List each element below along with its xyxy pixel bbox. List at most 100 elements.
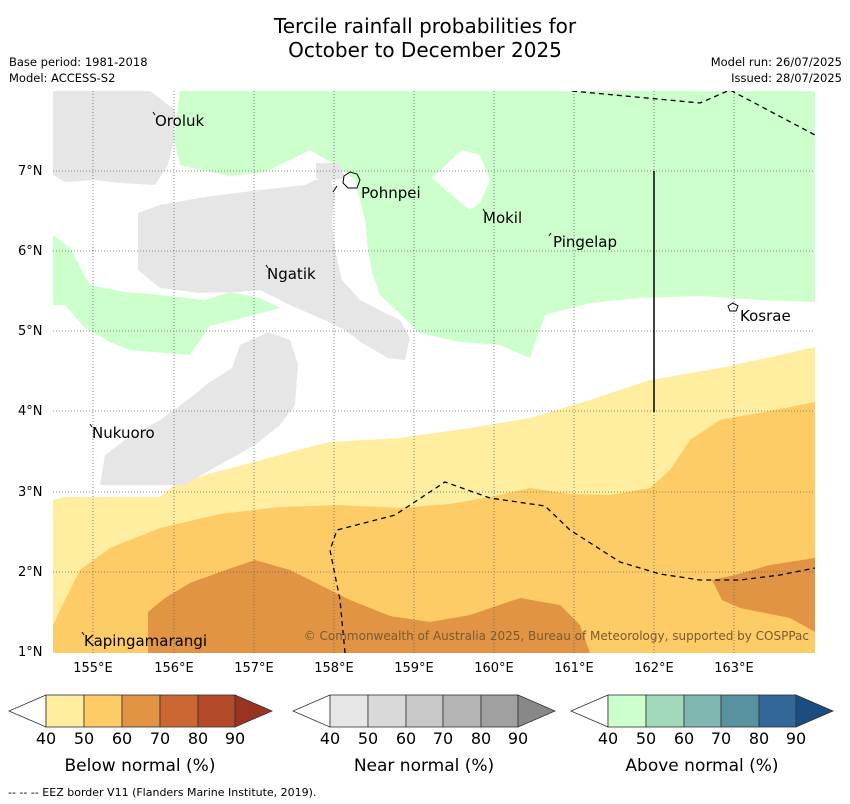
above-tick-90: 90 [785, 729, 807, 748]
below-tick-60: 60 [111, 729, 133, 748]
x-tick-159e: 159°E [394, 661, 434, 676]
label-nukuoro: Nukuoro [92, 424, 155, 442]
x-tick-162e: 162°E [634, 661, 674, 676]
colorbar-above [569, 694, 835, 728]
region-below-60-east [712, 558, 815, 632]
colorbar-below-title: Below normal (%) [64, 756, 216, 776]
below-tick-50: 50 [73, 729, 95, 748]
region-above-west [53, 235, 280, 355]
colorbar-near-seg-4 [480, 694, 519, 728]
label-pingelap: Pingelap [553, 233, 617, 251]
colorbar-above-seg-4 [758, 694, 797, 728]
label-ngatik: Ngatik [267, 265, 316, 283]
colorbar-below-seg-0 [45, 694, 85, 728]
x-tick-163e: 163°E [714, 661, 754, 676]
colorbar-below [7, 694, 274, 728]
label-oroluk: Oroluk [155, 112, 204, 130]
label-kapingamarangi: Kapingamarangi [84, 632, 207, 650]
mokil-marker [482, 208, 486, 213]
eez-border-north [571, 91, 815, 136]
label-mokil: Mokil [483, 209, 522, 227]
colorbars [7, 694, 835, 728]
region-gap-mokil [432, 150, 490, 210]
base-period: Base period: 1981-2018 [9, 55, 148, 69]
copyright-notice: © Commonwealth of Australia 2025, Bureau… [304, 629, 809, 643]
model-name: Model: ACCESS-S2 [9, 71, 116, 85]
below-tick-80: 80 [187, 729, 209, 748]
issued-date: Issued: 28/07/2025 [731, 71, 842, 85]
colorbar-near-seg-1 [367, 694, 407, 728]
x-tick-157e: 157°E [234, 661, 274, 676]
colorbar-near-low-arrow [291, 694, 331, 728]
near-tick-90: 90 [507, 729, 529, 748]
map-title: Tercile rainfall probabilities for Octob… [0, 14, 850, 62]
near-tick-80: 80 [470, 729, 492, 748]
near-tick-60: 60 [395, 729, 417, 748]
probability-map: Oroluk Pohnpei Mokil Pingelap Ngatik Kos… [53, 91, 815, 653]
pohnpei-island-icon [342, 171, 361, 189]
colorbar-below-low-arrow [7, 694, 47, 728]
above-tick-60: 60 [673, 729, 695, 748]
oroluk-marker [152, 111, 156, 116]
x-tick-161e: 161°E [554, 661, 594, 676]
colorbar-near [291, 694, 557, 728]
colorbar-below-seg-1 [83, 694, 123, 728]
below-tick-90: 90 [224, 729, 246, 748]
model-run: Model run: 26/07/2025 [710, 55, 842, 69]
meta-left: Base period: 1981-2018 Model: ACCESS-S2 [9, 54, 148, 86]
title-line-1: Tercile rainfall probabilities for [273, 14, 577, 38]
above-tick-80: 80 [748, 729, 770, 748]
y-tick-2n: 2°N [18, 565, 43, 580]
x-tick-155e: 155°E [73, 661, 113, 676]
ngatik-marker [265, 264, 269, 269]
colorbar-above-seg-1 [645, 694, 685, 728]
kosrae-island-icon [727, 302, 739, 312]
y-tick-7n: 7°N [18, 164, 43, 179]
region-near-pohnpei-nub [316, 163, 345, 182]
label-pohnpei: Pohnpei [361, 184, 421, 202]
x-tick-156e: 156°E [154, 661, 194, 676]
pohnpei-marker [332, 185, 338, 193]
y-tick-3n: 3°N [18, 485, 43, 500]
region-near-centre [138, 178, 410, 360]
region-below-60-west [148, 560, 590, 653]
pingelap-marker [548, 232, 552, 237]
colorbar-below-seg-4 [197, 694, 236, 728]
near-tick-40: 40 [319, 729, 341, 748]
gridlines [53, 91, 815, 653]
label-kosrae: Kosrae [740, 307, 791, 325]
near-tick-70: 70 [432, 729, 454, 748]
colorbar-above-title: Above normal (%) [625, 756, 779, 776]
kapingamarangi-marker [81, 631, 85, 636]
below-tick-40: 40 [35, 729, 57, 748]
colorbar-above-seg-0 [607, 694, 647, 728]
colorbar-near-title: Near normal (%) [353, 756, 495, 776]
colorbar-near-seg-2 [405, 694, 444, 728]
nukuoro-marker [89, 423, 93, 428]
region-near-west [53, 91, 175, 185]
colorbar-above-seg-3 [720, 694, 760, 728]
x-tick-160e: 160°E [474, 661, 514, 676]
colorbar-below-seg-3 [159, 694, 199, 728]
below-tick-70: 70 [149, 729, 171, 748]
y-tick-5n: 5°N [18, 324, 43, 339]
y-tick-1n: 1°N [18, 645, 43, 660]
above-tick-50: 50 [635, 729, 657, 748]
region-near-south [100, 332, 298, 485]
colorbar-below-seg-2 [121, 694, 161, 728]
colorbar-near-seg-3 [442, 694, 482, 728]
colorbar-near-high-arrow [517, 694, 557, 728]
colorbar-near-seg-0 [329, 694, 369, 728]
colorbar-below-high-arrow [234, 694, 274, 728]
eez-border-south [329, 481, 815, 653]
colorbar-above-high-arrow [795, 694, 835, 728]
above-tick-40: 40 [597, 729, 619, 748]
title-line-2: October to December 2025 [288, 38, 562, 62]
near-tick-50: 50 [357, 729, 379, 748]
meta-right: Model run: 26/07/2025 Issued: 28/07/2025 [711, 54, 842, 86]
eez-footnote: -- -- -- EEZ border V11 (Flanders Marine… [8, 786, 317, 799]
x-tick-158e: 158°E [314, 661, 354, 676]
colorbar-above-low-arrow [569, 694, 609, 728]
y-tick-4n: 4°N [18, 404, 43, 419]
above-tick-70: 70 [710, 729, 732, 748]
